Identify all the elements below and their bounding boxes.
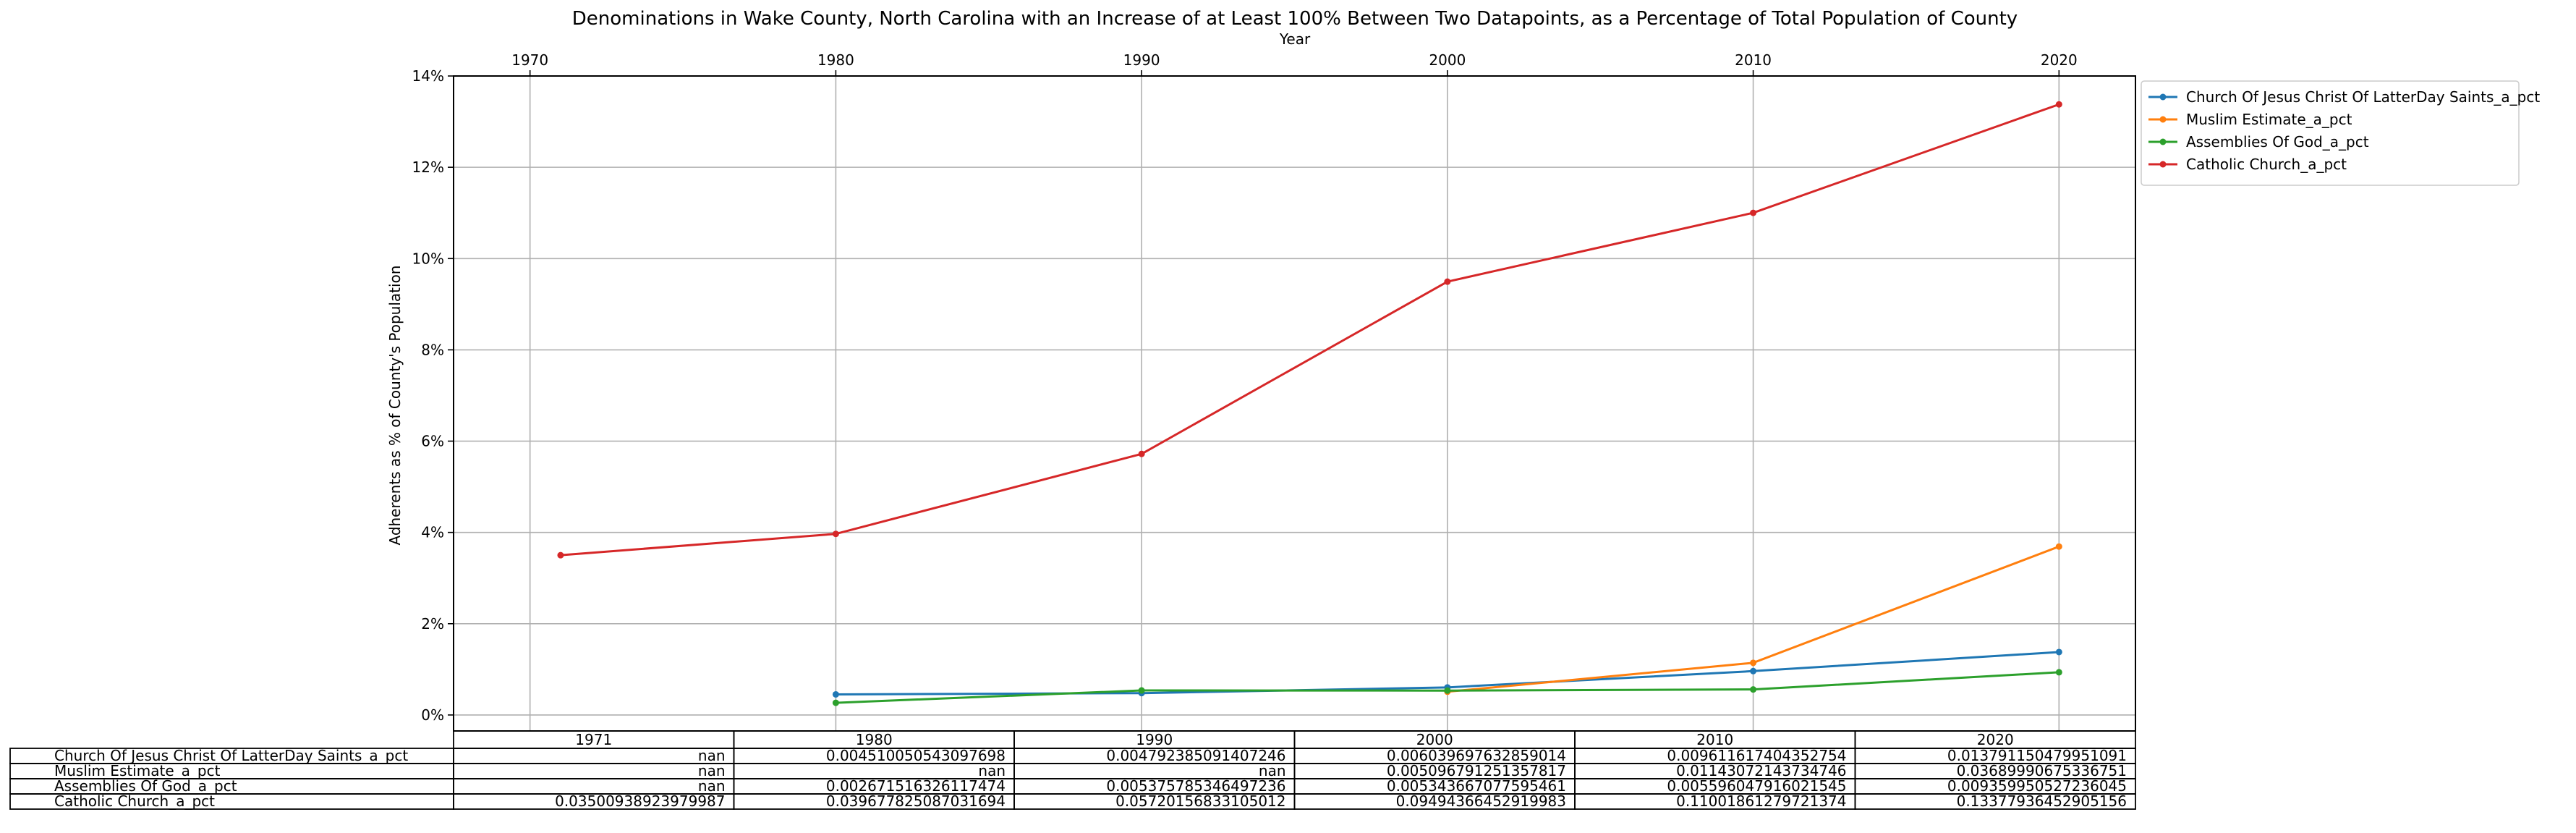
table-cell-value: 0.004510050543097698: [826, 747, 1006, 764]
data-point: [832, 530, 839, 538]
chart-title: Denominations in Wake County, North Caro…: [572, 8, 2018, 30]
table-row-label: Muslim Estimate_a_pct: [54, 762, 221, 779]
table-cell-value: 0.005596047916021545: [1667, 777, 1846, 795]
table-cell-value: 0.09494366452919983: [1396, 792, 1566, 810]
x-tick-label: 2010: [1735, 51, 1772, 69]
table-cell-value: 0.01143072143734746: [1676, 762, 1846, 779]
table-header-label: 2020: [1977, 731, 2014, 748]
table-cell: [453, 778, 735, 795]
table-header-label: 1971: [575, 731, 612, 748]
y-tick-label: 8%: [421, 341, 444, 358]
x-tick-label: 1970: [511, 51, 548, 69]
x-axis-label: Year: [1279, 30, 1311, 48]
table-cell-value: 0.006039697632859014: [1387, 747, 1566, 764]
table-cell-value: nan: [698, 777, 726, 795]
table-header-label: 1990: [1136, 731, 1173, 748]
table-cell-value: 0.05720156833105012: [1115, 792, 1285, 810]
table-row-label: Assemblies Of God_a_pct: [54, 777, 237, 795]
y-tick-label: 4%: [421, 524, 444, 541]
table-cell-value: 0.005343667077595461: [1387, 777, 1566, 795]
table-cell: [733, 763, 1015, 779]
data-point: [557, 551, 564, 559]
x-tick-label: 2020: [2041, 51, 2078, 69]
table-cell: [1854, 793, 2136, 810]
table-cell: [1013, 763, 1296, 779]
table-cell-value: 0.03689990675336751: [1957, 762, 2127, 779]
legend-marker: [2159, 161, 2167, 168]
x-tick-label: 2000: [1429, 51, 1466, 69]
y-tick-label: 2%: [421, 615, 444, 633]
table-cell: [453, 748, 735, 764]
series-lines: [557, 101, 2062, 706]
table-cell-value: nan: [978, 762, 1006, 779]
legend-marker: [2159, 138, 2167, 145]
plot-frame: [453, 75, 2136, 732]
data-point: [1750, 686, 1757, 693]
legend-marker: [2159, 116, 2167, 123]
table-row-label: Catholic Church_a_pct: [54, 792, 215, 810]
data-point: [832, 699, 839, 706]
data-point: [1750, 659, 1757, 667]
series-3: [557, 101, 2062, 559]
data-table: 1971 1980 1990 2000 2010 2020 Church Of Jesus …: [9, 730, 2136, 810]
legend-label: Assemblies Of God_a_pct: [2186, 133, 2369, 151]
table-cell-value: nan: [698, 747, 726, 764]
table-cell-value: 0.005096791251357817: [1387, 762, 1566, 779]
axis-ticks: 1970 1980 1990 2000 2010 2020 0% 2% 4% 6% 8% 10% 12%…: [412, 51, 2078, 724]
table-cell-value: 0.002671516326117474: [826, 777, 1006, 795]
data-point: [1750, 667, 1757, 675]
table-cell-value: 0.03500938923979987: [555, 792, 725, 810]
y-tick-label: 6%: [421, 433, 444, 450]
table-header-label: 2010: [1696, 731, 1733, 748]
table-cell-value: 0.13377936452905156: [1957, 792, 2127, 810]
table-cell-value: 0.004792385091407246: [1106, 747, 1285, 764]
data-point: [832, 690, 839, 698]
grid-lines: [454, 75, 2135, 731]
y-tick-label: 10%: [412, 250, 444, 267]
table-cell-value: 0.039677825087031694: [826, 792, 1006, 810]
legend-label: Church Of Jesus Christ Of LatterDay Sain…: [2186, 88, 2540, 106]
legend-label: Muslim Estimate_a_pct: [2186, 111, 2352, 128]
data-point: [1750, 209, 1757, 216]
series-2: [832, 669, 2062, 706]
table-cell-value: 0.013791150479951091: [1947, 747, 2127, 764]
table-row-label: Church Of Jesus Christ Of LatterDay Sain…: [54, 747, 408, 764]
legend-frame: [2141, 80, 2520, 186]
table-cell: [453, 763, 735, 779]
series-line: [560, 103, 2059, 557]
table-header-label: 1980: [856, 731, 893, 748]
data-point: [1138, 450, 1145, 457]
table-cell-value: 0.11001861279721374: [1676, 792, 1846, 810]
y-tick-label: 0%: [421, 706, 444, 724]
table-cell-value: nan: [1259, 762, 1286, 779]
data-point: [2055, 669, 2062, 676]
data-point: [2055, 543, 2062, 550]
legend-label: Catholic Church_a_pct: [2186, 156, 2347, 173]
y-tick-label: 12%: [412, 158, 444, 176]
table-cell-value: nan: [698, 762, 726, 779]
legend-marker: [2159, 93, 2167, 101]
legend: Church Of Jesus Christ Of LatterDay Sain…: [2141, 80, 2540, 186]
table-cell-value: 0.009611617404352754: [1667, 747, 1846, 764]
x-tick-label: 1980: [817, 51, 854, 69]
table-cell-value: 0.005375785346497236: [1106, 777, 1285, 795]
x-tick-label: 1990: [1123, 51, 1160, 69]
table-header-label: 2000: [1416, 731, 1453, 748]
y-tick-label: 14%: [412, 67, 444, 85]
data-point: [1138, 687, 1145, 694]
y-axis-label: Adherents as % of County's Population: [386, 265, 404, 545]
table-cell-value: 0.009359950527236045: [1947, 777, 2127, 795]
data-point: [1444, 278, 1451, 285]
data-point: [1444, 687, 1451, 694]
data-point: [2055, 101, 2062, 108]
data-point: [2055, 648, 2062, 656]
